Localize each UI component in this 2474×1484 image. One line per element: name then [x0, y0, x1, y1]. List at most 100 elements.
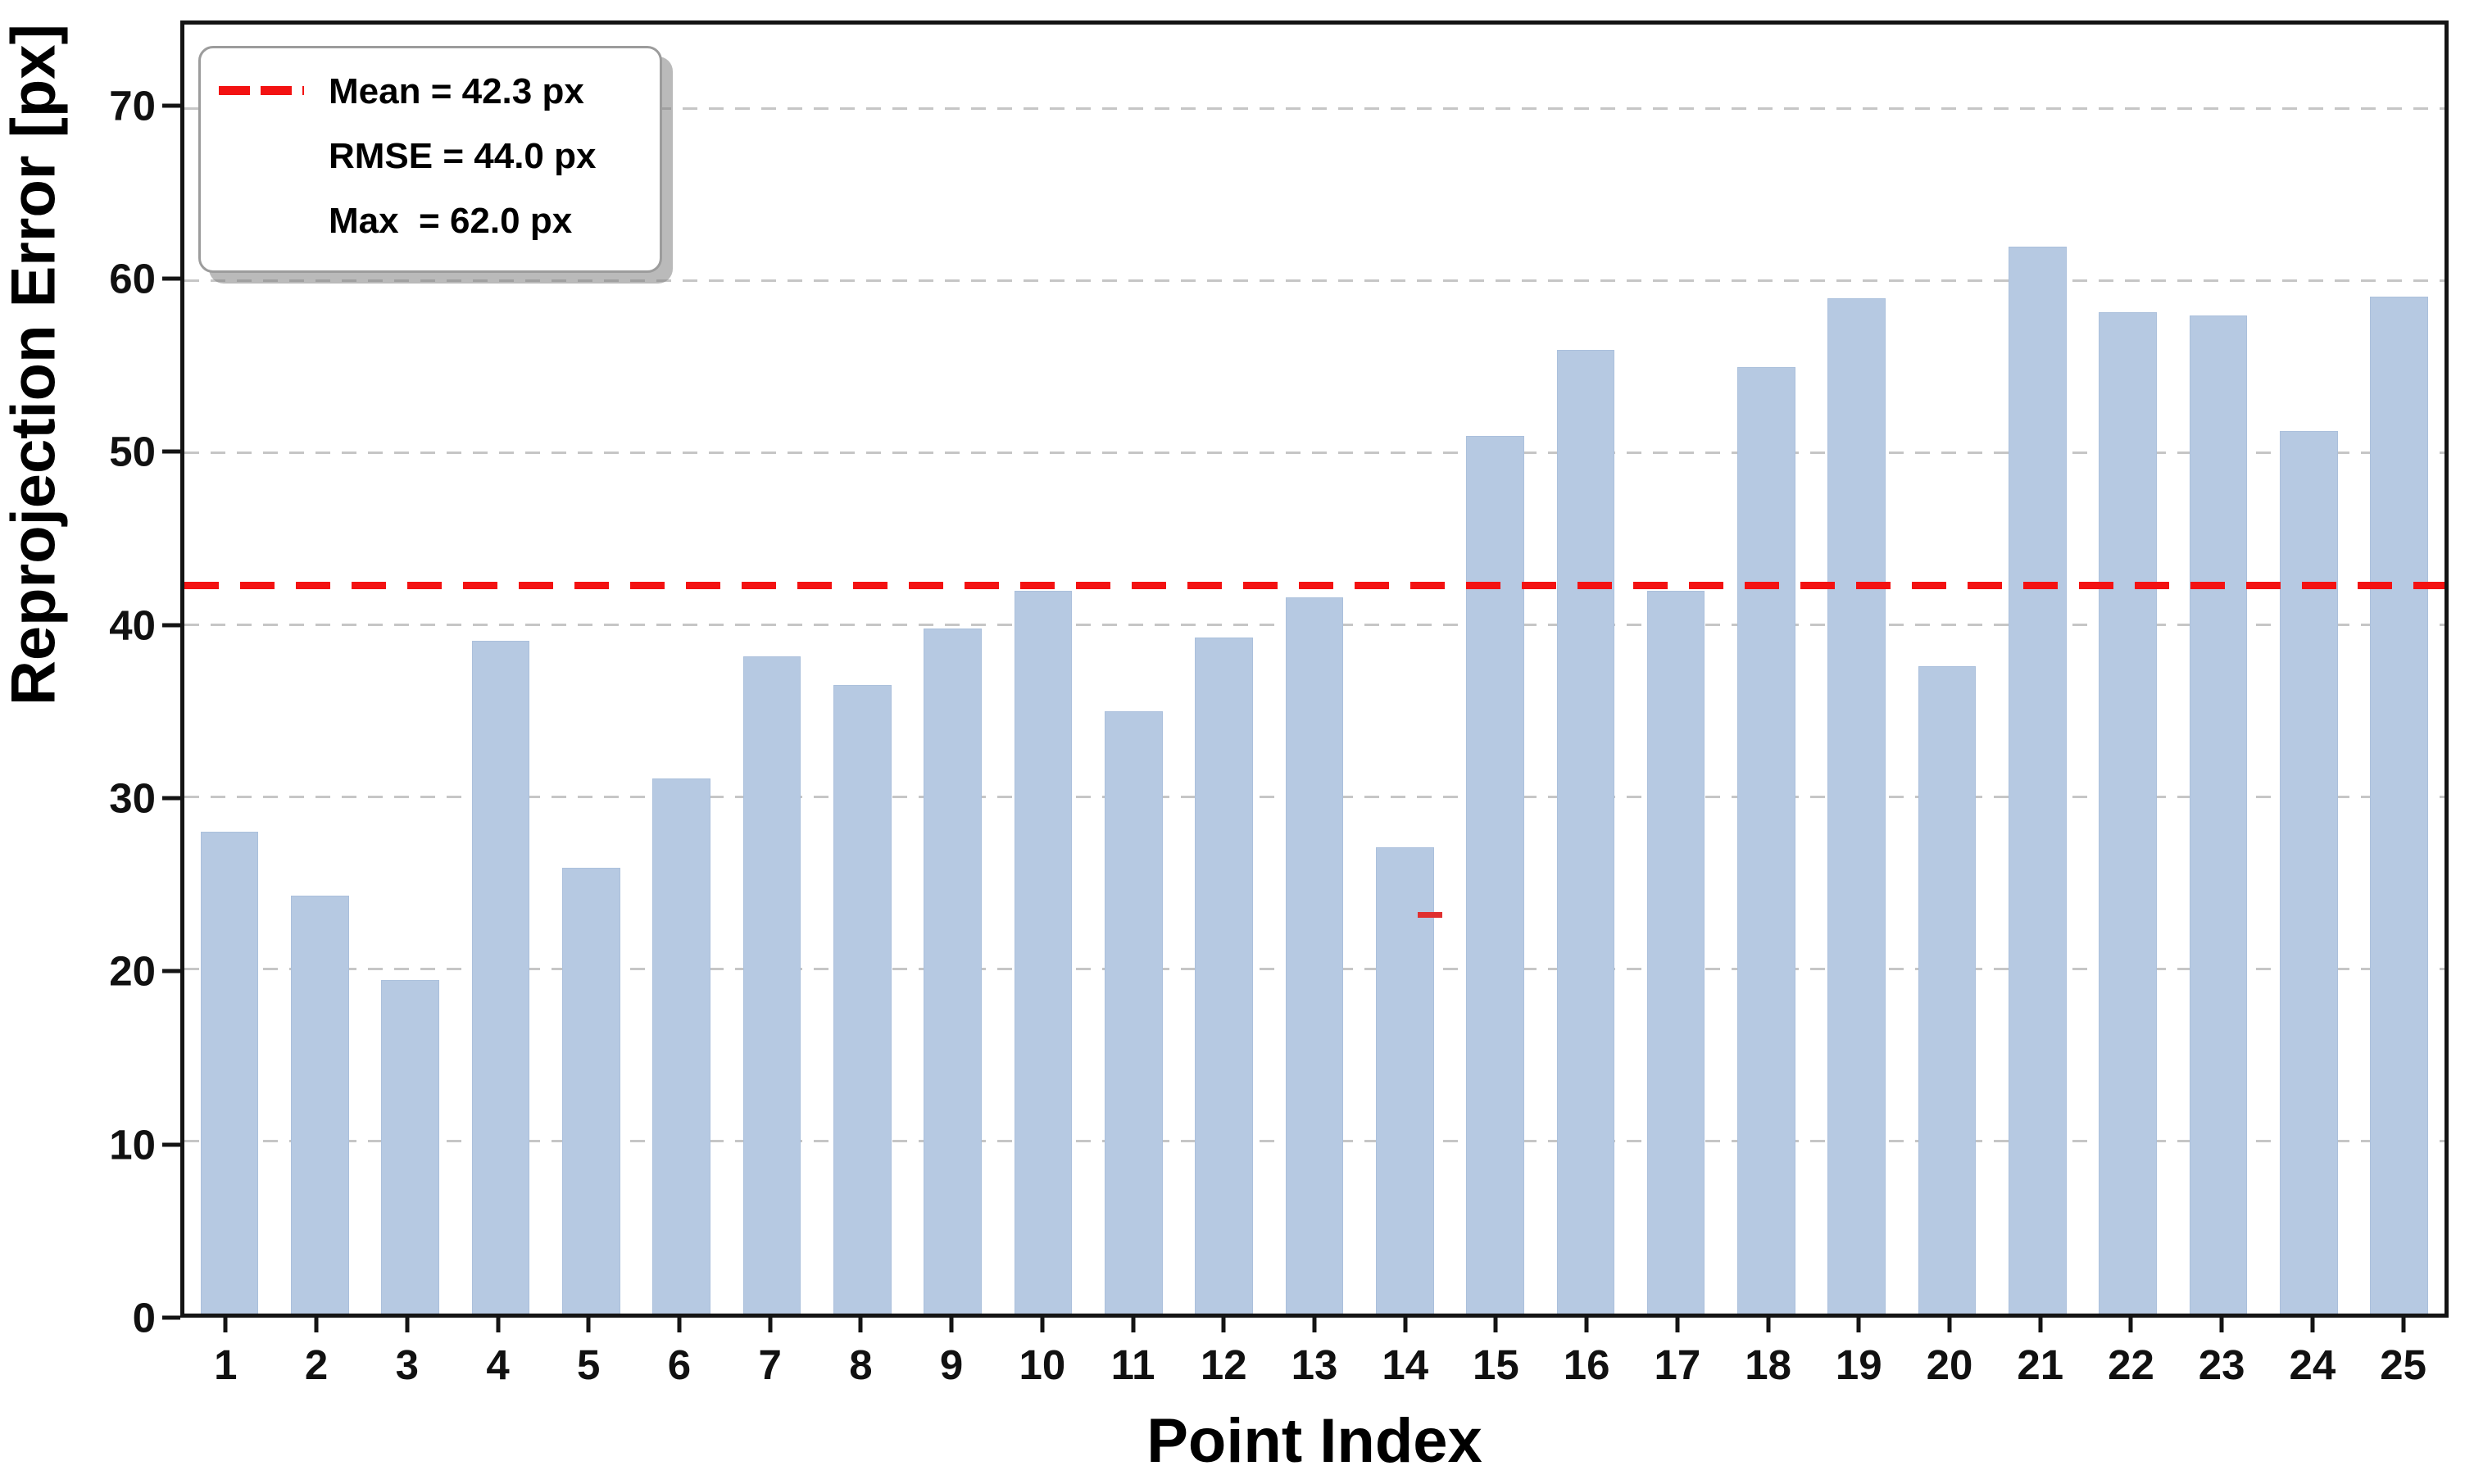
bar-point-20	[1918, 666, 1977, 1314]
x-slot-9: 9	[906, 1318, 997, 1408]
x-slot-4: 4	[452, 1318, 543, 1408]
y-gridline-60	[184, 279, 2444, 282]
x-tick-label-6: 6	[667, 1341, 692, 1388]
bar-point-18	[1737, 366, 1795, 1314]
y-axis-label: Reprojection Error [px]	[0, 24, 69, 706]
bar-point-7	[742, 656, 801, 1314]
x-axis: 1 2 3 4 5 6 7 8 9 10 11 12 13 14 15 16 17 18 19 20 21 22 23 24 2…	[180, 1318, 2449, 1408]
x-tick-mark-14	[1403, 1318, 1408, 1332]
bar-slot-15	[1450, 25, 1540, 1314]
x-tick-mark-25	[2401, 1318, 2406, 1332]
x-tick-label-10: 10	[1019, 1341, 1066, 1388]
x-slot-10: 10	[996, 1318, 1087, 1408]
y-tick-label-20: 20	[109, 947, 156, 995]
y-tick-label-40: 40	[109, 601, 156, 649]
bar-slot-24	[2263, 25, 2354, 1314]
x-slot-19: 19	[1814, 1318, 1904, 1408]
x-tick-label-22: 22	[2108, 1341, 2154, 1388]
x-slot-11: 11	[1087, 1318, 1178, 1408]
bar-point-8	[833, 685, 892, 1314]
y-tick-mark-10	[162, 1142, 180, 1147]
y-tick-label-30: 30	[109, 774, 156, 822]
x-tick-label-13: 13	[1291, 1341, 1338, 1388]
x-tick-label-15: 15	[1473, 1341, 1519, 1388]
x-tick-label-18: 18	[1745, 1341, 1791, 1388]
x-tick-label-11: 11	[1110, 1341, 1155, 1388]
x-tick-label-24: 24	[2289, 1341, 2336, 1388]
x-tick-label-19: 19	[1835, 1341, 1882, 1388]
y-tick-label-50: 50	[109, 428, 156, 475]
bar-point-6	[652, 778, 711, 1314]
x-slot-3: 3	[361, 1318, 452, 1408]
x-tick-label-14: 14	[1382, 1341, 1429, 1388]
x-slot-21: 21	[1995, 1318, 2086, 1408]
bar-point-10	[1014, 590, 1073, 1314]
x-tick-mark-3	[405, 1318, 410, 1332]
x-tick-mark-24	[2310, 1318, 2315, 1332]
x-tick-mark-9	[949, 1318, 954, 1332]
x-slot-23: 23	[2177, 1318, 2267, 1408]
y-tick-mark-20	[162, 969, 180, 973]
x-slot-2: 2	[271, 1318, 362, 1408]
bar-slot-11	[1088, 25, 1178, 1314]
bar-point-14	[1375, 846, 1434, 1314]
legend-entry-rmse: RMSE = 44.0 px	[329, 136, 597, 176]
bar-point-11	[1104, 710, 1163, 1314]
x-slot-12: 12	[1178, 1318, 1269, 1408]
y-tick-label-70: 70	[109, 82, 156, 129]
x-tick-mark-8	[858, 1318, 863, 1332]
bar-point-19	[1827, 297, 1886, 1314]
bar-point-5	[562, 868, 620, 1314]
bar-slot-3	[365, 25, 456, 1314]
x-tick-label-9: 9	[939, 1341, 964, 1388]
bar-slot-21	[1992, 25, 2082, 1314]
x-slot-7: 7	[724, 1318, 815, 1408]
x-tick-label-17: 17	[1654, 1341, 1701, 1388]
y-tick-mark-40	[162, 623, 180, 628]
y-tick-mark-60	[162, 276, 180, 281]
x-tick-mark-2	[314, 1318, 319, 1332]
y-tick-mark-70	[162, 103, 180, 108]
bar-slot-1	[184, 25, 275, 1314]
bar-slot-4	[456, 25, 546, 1314]
x-slot-15: 15	[1450, 1318, 1541, 1408]
legend-entries: Mean = 42.3 px RMSE = 44.0 px Max = 62.0…	[329, 59, 596, 253]
x-slot-16: 16	[1541, 1318, 1632, 1408]
x-tick-label-7: 7	[758, 1341, 782, 1388]
bar-slot-25	[2354, 25, 2444, 1314]
bar-point-22	[2099, 311, 2158, 1314]
legend-box: Mean = 42.3 px RMSE = 44.0 px Max = 62.0…	[198, 46, 662, 273]
bar-point-9	[924, 629, 982, 1314]
x-tick-mark-10	[1040, 1318, 1045, 1332]
x-tick-mark-13	[1312, 1318, 1317, 1332]
x-tick-label-12: 12	[1200, 1341, 1247, 1388]
x-slot-17: 17	[1632, 1318, 1723, 1408]
x-tick-mark-5	[586, 1318, 591, 1332]
bar-slot-8	[817, 25, 907, 1314]
mean-line-legend-swatch	[219, 86, 304, 95]
y-gridline-70	[184, 107, 2444, 110]
y-tick-mark-30	[162, 796, 180, 801]
mean-reference-line	[184, 581, 2444, 589]
bar-slot-16	[1541, 25, 1631, 1314]
x-tick-mark-23	[2219, 1318, 2224, 1332]
y-tick-label-60: 60	[109, 255, 156, 302]
x-slot-25: 25	[2358, 1318, 2449, 1408]
x-slot-20: 20	[1904, 1318, 1995, 1408]
y-tick-mark-0	[162, 1315, 180, 1320]
bar-slot-18	[1721, 25, 1811, 1314]
x-tick-mark-20	[1947, 1318, 1952, 1332]
bar-point-25	[2370, 296, 2428, 1314]
bar-point-1	[200, 831, 259, 1314]
x-tick-mark-19	[1856, 1318, 1861, 1332]
bar-slot-19	[1812, 25, 1902, 1314]
y-tick-mark-50	[162, 449, 180, 454]
x-tick-mark-4	[496, 1318, 501, 1332]
bar-slot-23	[2173, 25, 2263, 1314]
bar-slot-2	[275, 25, 365, 1314]
x-tick-label-8: 8	[849, 1341, 873, 1388]
x-slot-8: 8	[815, 1318, 906, 1408]
bar-point-3	[381, 979, 440, 1314]
x-slot-1: 1	[180, 1318, 271, 1408]
x-slot-18: 18	[1723, 1318, 1814, 1408]
